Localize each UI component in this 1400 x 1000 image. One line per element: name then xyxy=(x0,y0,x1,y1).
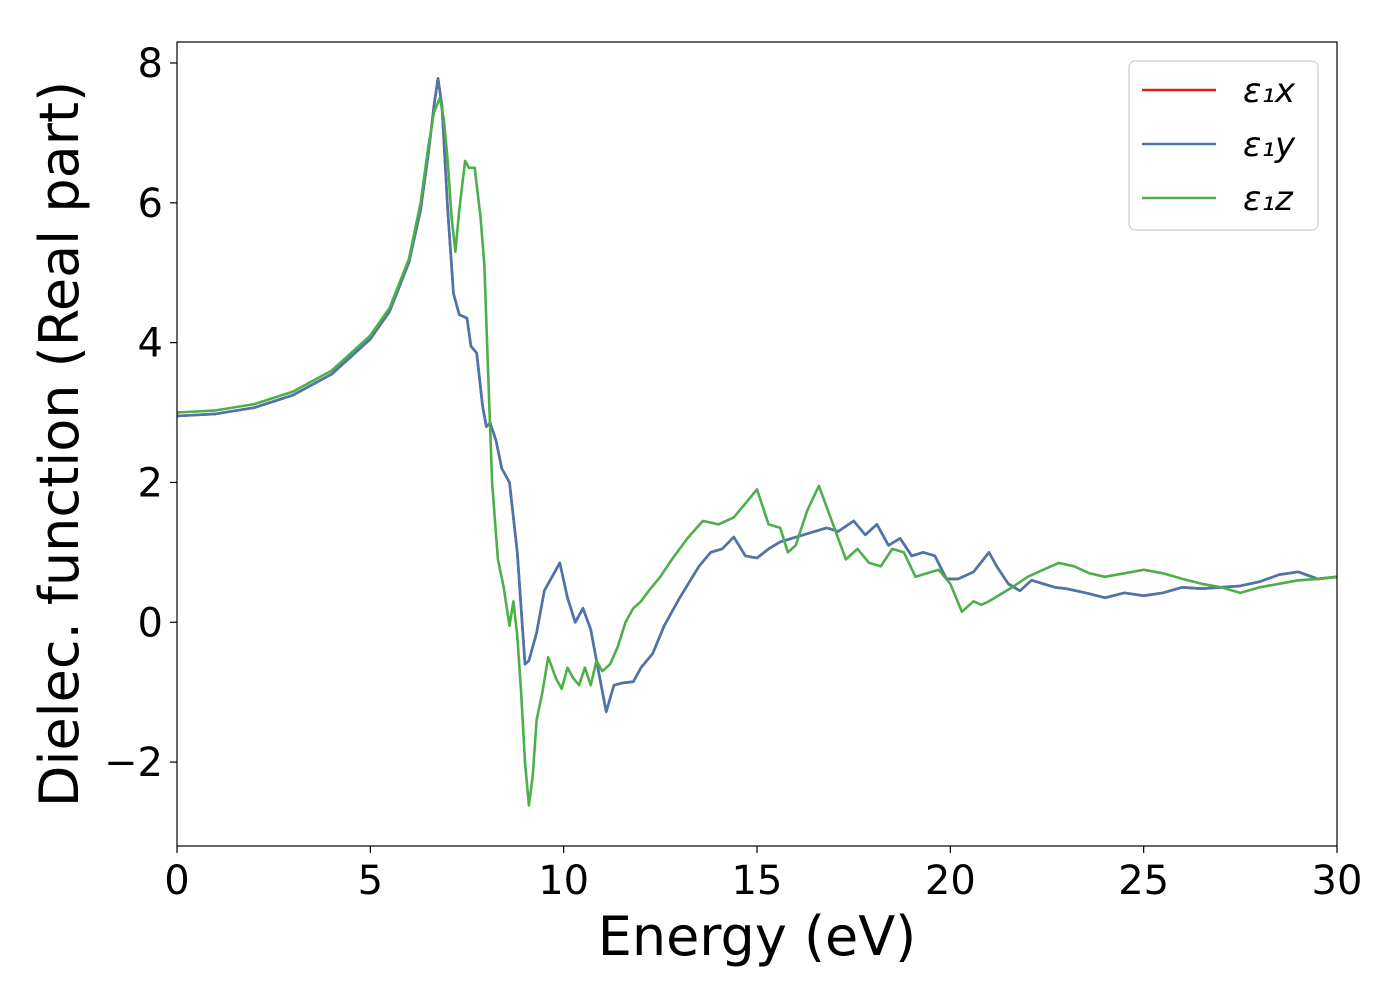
legend-label-2: ε₁z xyxy=(1243,179,1294,219)
legend: ε₁x ε₁y ε₁z xyxy=(1128,60,1319,231)
y-axis-label: Dielec. function (Real part) xyxy=(28,81,91,807)
y-tick-label: 2 xyxy=(138,460,163,506)
x-axis: 0 5 10 15 20 25 30 xyxy=(164,846,1362,904)
x-tick-label: 0 xyxy=(164,858,189,904)
series-line-2 xyxy=(177,96,1337,807)
x-tick-label: 5 xyxy=(358,858,383,904)
series-line-1 xyxy=(177,77,1337,714)
x-tick-label: 10 xyxy=(538,858,589,904)
x-tick-label: 30 xyxy=(1312,858,1363,904)
y-tick-label: 8 xyxy=(138,41,163,87)
legend-label-1: ε₁y xyxy=(1243,125,1296,165)
legend-label-0: ε₁x xyxy=(1243,71,1296,111)
y-tick-label: 4 xyxy=(138,321,163,367)
x-tick-label: 20 xyxy=(925,858,976,904)
x-tick-label: 25 xyxy=(1118,858,1169,904)
x-axis-label: Energy (eV) xyxy=(598,905,917,968)
y-tick-label: 6 xyxy=(138,181,163,227)
series-layer xyxy=(177,77,1337,807)
legend-box xyxy=(1128,60,1319,231)
x-tick-label: 15 xyxy=(732,858,783,904)
y-tick-label: −2 xyxy=(104,740,163,786)
y-tick-label: 0 xyxy=(138,600,163,646)
y-axis: −2 0 2 4 6 8 xyxy=(104,41,177,786)
